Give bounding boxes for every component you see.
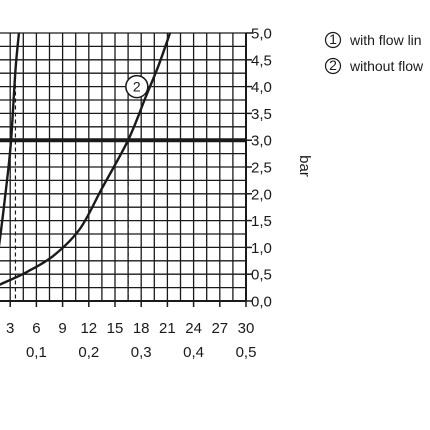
x-tick-label-secondary: 0,5 <box>236 344 257 361</box>
y-axis-label: bar <box>296 155 313 177</box>
legend: 1 with flow lin 2 without flow <box>324 31 424 75</box>
legend-marker-label-2: 2 <box>329 57 337 73</box>
x-tick-label: 24 <box>185 320 202 337</box>
x-tick-label: 21 <box>159 320 176 337</box>
y-tick-label: 3,5 <box>251 106 272 123</box>
series-line-1 <box>0 32 21 248</box>
curves <box>0 32 172 286</box>
y-tick-label: 1,0 <box>251 240 272 257</box>
series-line-2 <box>0 32 172 286</box>
curve-markers: 12 <box>125 74 149 99</box>
y-tick-label: 0,0 <box>251 294 272 311</box>
y-tick-label: 1,5 <box>251 213 272 230</box>
x-tick-label: 18 <box>133 320 150 337</box>
x-tick-label: 15 <box>107 320 124 337</box>
y-tick-labels: 0,0 0,5 1,0 1,5 2,0 2,5 3,0 3,5 4,0 4,5 5,0 <box>251 26 272 311</box>
x-tick-label: 12 <box>80 320 97 337</box>
x-tick-label: 9 <box>58 320 66 337</box>
x-tick-labels: 3 6 9 12 15 18 21 24 27 30 <box>6 320 254 337</box>
legend-marker-1 <box>324 31 342 49</box>
y-tick-label: 3,0 <box>251 133 272 150</box>
drop-lines <box>14 70 129 301</box>
x-tick-label-secondary: 0,4 <box>183 344 204 361</box>
x-tick-labels-secondary: 0,1 0,2 0,3 0,4 0,5 <box>26 344 256 361</box>
x-tick-label-secondary: 0,3 <box>131 344 152 361</box>
y-tick-label: 2,5 <box>251 160 272 177</box>
y-tick-label: 0,5 <box>251 267 272 284</box>
y-tick-label: 5,0 <box>251 26 272 43</box>
x-tick-label: 6 <box>32 320 40 337</box>
x-tick-label-secondary: 0,2 <box>78 344 99 361</box>
x-tick-label-secondary: 0,1 <box>26 344 47 361</box>
y-tick-label: 4,0 <box>251 79 272 96</box>
legend-marker-2 <box>324 57 342 75</box>
y-tick-label: 4,5 <box>251 52 272 69</box>
x-tick-label: 30 <box>238 320 255 337</box>
curve-marker-2 <box>125 74 149 99</box>
y-tick-label: 2,0 <box>251 186 272 203</box>
legend-entry-1: with flow lin <box>349 32 422 48</box>
curve-marker-label-2: 2 <box>133 79 141 95</box>
x-tick-label: 3 <box>6 320 14 337</box>
legend-entry-2: without flow <box>349 58 424 74</box>
x-tick-label: 27 <box>211 320 228 337</box>
legend-marker-label-1: 1 <box>329 31 337 47</box>
